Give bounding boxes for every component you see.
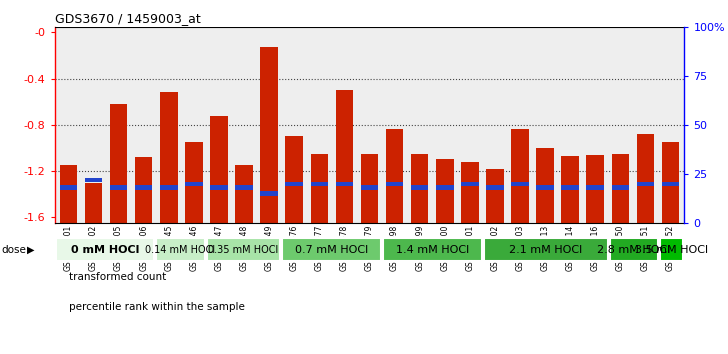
Bar (612, 154, 629, 223)
Bar (386, 130, 403, 223)
Bar (637, 134, 654, 223)
Bar (360, 154, 379, 223)
Bar (383, 238, 482, 262)
Bar (436, 159, 454, 223)
Bar (436, 185, 454, 190)
Bar (160, 185, 178, 190)
Bar (561, 185, 579, 190)
Bar (235, 185, 253, 190)
Bar (511, 130, 529, 223)
Bar (311, 182, 328, 186)
Text: dose: dose (1, 245, 26, 255)
Bar (461, 162, 478, 223)
Bar (84, 183, 102, 223)
Bar (610, 238, 658, 262)
Text: ▶: ▶ (27, 245, 34, 255)
Bar (461, 182, 478, 186)
Bar (261, 192, 278, 196)
Bar (587, 155, 604, 223)
Bar (311, 154, 328, 223)
Bar (110, 104, 127, 223)
Text: 2.8 mM HOCl: 2.8 mM HOCl (597, 245, 670, 255)
Bar (84, 178, 102, 182)
Bar (285, 136, 303, 223)
Text: 3.5 mM HOCl: 3.5 mM HOCl (635, 245, 708, 255)
Bar (484, 238, 608, 262)
Bar (282, 238, 381, 262)
Bar (55, 238, 154, 262)
Text: percentile rank within the sample: percentile rank within the sample (69, 302, 245, 312)
Bar (537, 148, 554, 223)
Text: 0.7 mM HOCl: 0.7 mM HOCl (295, 245, 368, 255)
Bar (486, 169, 504, 223)
Text: GDS3670 / 1459003_at: GDS3670 / 1459003_at (55, 12, 200, 25)
Bar (537, 185, 554, 190)
Bar (157, 238, 205, 262)
Bar (207, 238, 280, 262)
Bar (637, 182, 654, 186)
Bar (210, 185, 228, 190)
Text: 0 mM HOCl: 0 mM HOCl (71, 245, 139, 255)
Bar (185, 142, 202, 223)
Bar (336, 90, 353, 223)
Bar (261, 47, 278, 223)
Bar (662, 142, 679, 223)
Text: 0.14 mM HOCl: 0.14 mM HOCl (146, 245, 215, 255)
Text: 1.4 mM HOCl: 1.4 mM HOCl (396, 245, 469, 255)
Bar (587, 185, 604, 190)
Bar (285, 182, 303, 186)
Bar (360, 185, 379, 190)
Bar (662, 182, 679, 186)
Bar (60, 165, 77, 223)
Text: 0.35 mM HOCl: 0.35 mM HOCl (208, 245, 279, 255)
Bar (612, 185, 629, 190)
Bar (486, 185, 504, 190)
Bar (110, 185, 127, 190)
Bar (336, 182, 353, 186)
Bar (160, 92, 178, 223)
Text: 2.1 mM HOCl: 2.1 mM HOCl (509, 245, 582, 255)
Bar (210, 115, 228, 223)
Bar (411, 185, 428, 190)
Bar (135, 157, 152, 223)
Bar (135, 185, 152, 190)
Bar (660, 238, 684, 262)
Text: transformed count: transformed count (69, 272, 167, 282)
Bar (235, 165, 253, 223)
Bar (561, 156, 579, 223)
Bar (411, 154, 428, 223)
Bar (60, 185, 77, 190)
Bar (511, 182, 529, 186)
Bar (185, 182, 202, 186)
Bar (386, 182, 403, 186)
